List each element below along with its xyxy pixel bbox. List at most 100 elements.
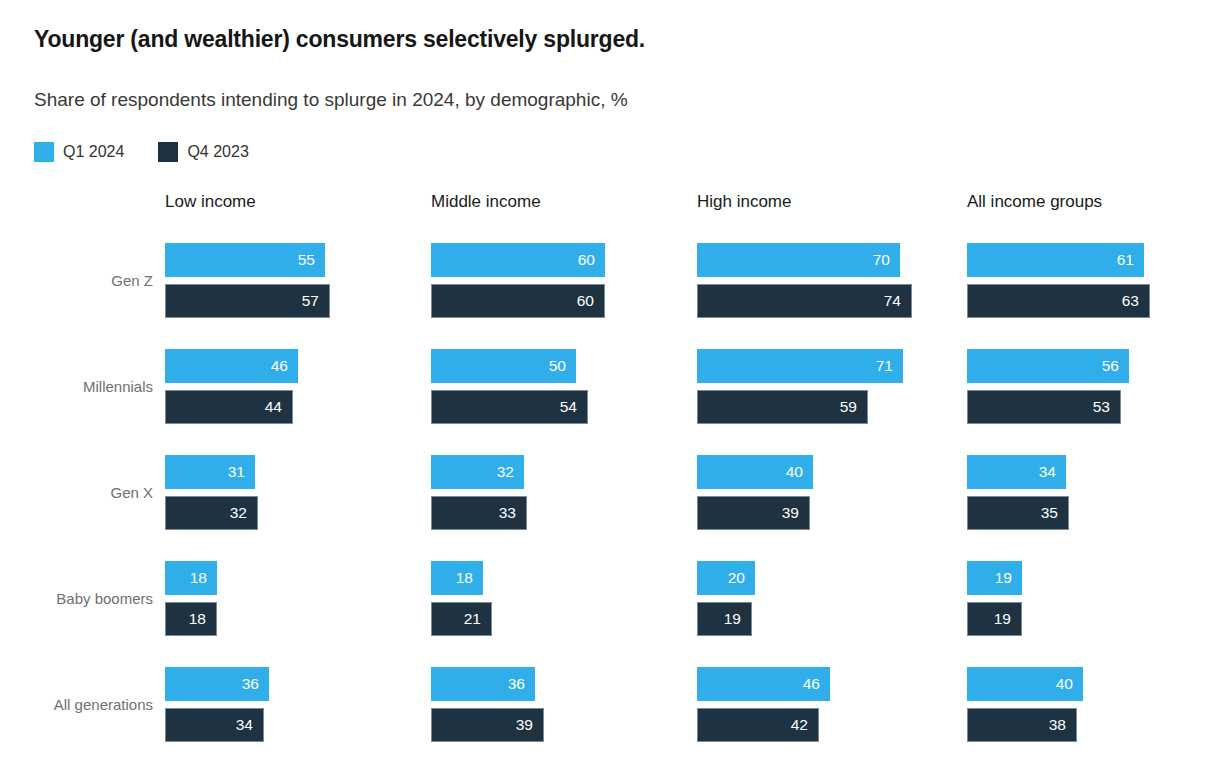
bar-q4-2023-baby-boomers-all-income-groups: 19 — [967, 602, 1022, 636]
bar-q1-2024-millennials-high-income: 71 — [697, 349, 903, 383]
bar-q1-2024-all-generations-low-income: 36 — [165, 667, 269, 701]
bar-value-label: 34 — [1039, 463, 1056, 481]
bar-value-label: 61 — [1117, 251, 1134, 269]
bar-q4-2023-millennials-high-income: 59 — [697, 390, 868, 424]
bar-cell-gen-z-middle-income: 60 60 — [431, 243, 697, 318]
row-label-gen-z: Gen Z — [34, 243, 165, 318]
legend-swatch-q4-2023 — [158, 142, 178, 162]
bar-cell-all-generations-middle-income: 36 39 — [431, 667, 697, 742]
bar-q1-2024-all-generations-all-income-groups: 40 — [967, 667, 1083, 701]
bar-cell-gen-x-low-income: 31 32 — [165, 455, 431, 530]
bar-q4-2023-all-generations-high-income: 42 — [697, 708, 819, 742]
bar-value-label: 54 — [560, 398, 577, 416]
legend-swatch-q1-2024 — [34, 142, 54, 162]
bar-value-label: 50 — [549, 357, 566, 375]
column-header-high-income: High income — [697, 192, 967, 212]
bar-value-label: 36 — [508, 675, 525, 693]
bar-q4-2023-baby-boomers-high-income: 19 — [697, 602, 752, 636]
bar-cell-all-generations-low-income: 36 34 — [165, 667, 431, 742]
bar-q4-2023-all-generations-middle-income: 39 — [431, 708, 544, 742]
bar-value-label: 53 — [1093, 398, 1110, 416]
bar-q1-2024-gen-z-low-income: 55 — [165, 243, 325, 277]
bar-q1-2024-gen-z-middle-income: 60 — [431, 243, 605, 277]
bar-cell-baby-boomers-high-income: 2019 — [697, 561, 967, 636]
bar-value-label: 36 — [242, 675, 259, 693]
bar-value-label: 55 — [298, 251, 315, 269]
bar-q1-2024-millennials-all-income-groups: 56 — [967, 349, 1129, 383]
grouped-bar-chart: Low incomeMiddle incomeHigh incomeAll in… — [34, 192, 1230, 742]
bar-cell-baby-boomers-all-income-groups: 1919 — [967, 561, 1230, 636]
bar-q4-2023-all-generations-all-income-groups: 38 — [967, 708, 1077, 742]
bar-q4-2023-gen-z-high-income: 74 — [697, 284, 912, 318]
bar-q4-2023-baby-boomers-low-income: 18 — [165, 602, 217, 636]
bar-value-label: 34 — [236, 716, 253, 734]
bar-q4-2023-gen-x-all-income-groups: 35 — [967, 496, 1069, 530]
bar-value-label: 18 — [456, 569, 473, 587]
bar-cell-all-generations-high-income: 46 42 — [697, 667, 967, 742]
bar-q4-2023-millennials-middle-income: 54 — [431, 390, 588, 424]
bar-value-label: 19 — [995, 569, 1012, 587]
bar-q1-2024-gen-z-high-income: 70 — [697, 243, 900, 277]
bar-q4-2023-baby-boomers-middle-income: 21 — [431, 602, 492, 636]
bar-value-label: 18 — [190, 569, 207, 587]
row-label-all-generations: All generations — [34, 667, 165, 742]
bar-q4-2023-gen-z-low-income: 57 — [165, 284, 330, 318]
bar-q4-2023-gen-x-high-income: 39 — [697, 496, 810, 530]
bar-q1-2024-gen-x-low-income: 31 — [165, 455, 255, 489]
bar-cell-millennials-middle-income: 50 54 — [431, 349, 697, 424]
bar-q4-2023-millennials-all-income-groups: 53 — [967, 390, 1121, 424]
bar-value-label: 35 — [1041, 504, 1058, 522]
bar-cell-baby-boomers-middle-income: 1821 — [431, 561, 697, 636]
bar-value-label: 31 — [228, 463, 245, 481]
chart-page: Younger (and wealthier) consumers select… — [0, 0, 1230, 742]
bar-q1-2024-millennials-middle-income: 50 — [431, 349, 576, 383]
bar-value-label: 63 — [1122, 292, 1139, 310]
bar-value-label: 46 — [271, 357, 288, 375]
bar-value-label: 19 — [994, 610, 1011, 628]
legend-item-q4-2023: Q4 2023 — [158, 142, 248, 162]
bar-cell-gen-z-high-income: 70 74 — [697, 243, 967, 318]
bar-q1-2024-gen-x-high-income: 40 — [697, 455, 813, 489]
bar-value-label: 32 — [497, 463, 514, 481]
bar-value-label: 19 — [724, 610, 741, 628]
bar-value-label: 56 — [1102, 357, 1119, 375]
bar-value-label: 74 — [884, 292, 901, 310]
bar-value-label: 57 — [302, 292, 319, 310]
bar-value-label: 70 — [873, 251, 890, 269]
bar-q4-2023-gen-x-low-income: 32 — [165, 496, 258, 530]
bar-value-label: 39 — [516, 716, 533, 734]
bar-q1-2024-gen-z-all-income-groups: 61 — [967, 243, 1144, 277]
chart-title: Younger (and wealthier) consumers select… — [34, 25, 1230, 53]
bar-cell-millennials-all-income-groups: 56 53 — [967, 349, 1230, 424]
bar-q1-2024-gen-x-all-income-groups: 34 — [967, 455, 1066, 489]
bar-cell-gen-x-high-income: 4039 — [697, 455, 967, 530]
bar-q4-2023-all-generations-low-income: 34 — [165, 708, 264, 742]
bar-q1-2024-baby-boomers-middle-income: 18 — [431, 561, 483, 595]
column-header-all-income-groups: All income groups — [967, 192, 1230, 212]
bar-q1-2024-all-generations-middle-income: 36 — [431, 667, 535, 701]
bar-q4-2023-gen-z-middle-income: 60 — [431, 284, 605, 318]
bar-value-label: 33 — [499, 504, 516, 522]
bar-value-label: 40 — [1056, 675, 1073, 693]
bar-value-label: 44 — [265, 398, 282, 416]
bar-q4-2023-gen-z-all-income-groups: 63 — [967, 284, 1150, 318]
bar-value-label: 18 — [189, 610, 206, 628]
bar-q1-2024-baby-boomers-low-income: 18 — [165, 561, 217, 595]
bar-cell-gen-x-middle-income: 32 33 — [431, 455, 697, 530]
bar-value-label: 59 — [840, 398, 857, 416]
column-header-middle-income: Middle income — [431, 192, 697, 212]
bar-cell-gen-x-all-income-groups: 34 35 — [967, 455, 1230, 530]
bar-value-label: 60 — [577, 292, 594, 310]
bar-cell-millennials-high-income: 71 59 — [697, 349, 967, 424]
bar-q1-2024-gen-x-middle-income: 32 — [431, 455, 524, 489]
legend-item-q1-2024: Q1 2024 — [34, 142, 124, 162]
bar-cell-gen-z-low-income: 55 57 — [165, 243, 431, 318]
bar-cell-all-generations-all-income-groups: 40 38 — [967, 667, 1230, 742]
bar-cell-baby-boomers-low-income: 1818 — [165, 561, 431, 636]
row-label-millennials: Millennials — [34, 349, 165, 424]
row-label-baby-boomers: Baby boomers — [34, 561, 165, 636]
bar-value-label: 46 — [803, 675, 820, 693]
bar-value-label: 38 — [1049, 716, 1066, 734]
bar-value-label: 32 — [230, 504, 247, 522]
legend-label: Q1 2024 — [63, 143, 124, 161]
